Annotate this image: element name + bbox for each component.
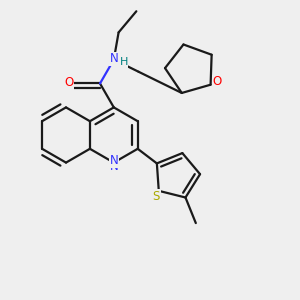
Text: O: O: [213, 75, 222, 88]
Text: N: N: [110, 52, 118, 65]
Text: N: N: [110, 160, 118, 173]
Text: S: S: [153, 190, 160, 203]
Text: N: N: [110, 154, 119, 167]
Text: H: H: [119, 57, 128, 67]
Text: O: O: [64, 76, 74, 89]
